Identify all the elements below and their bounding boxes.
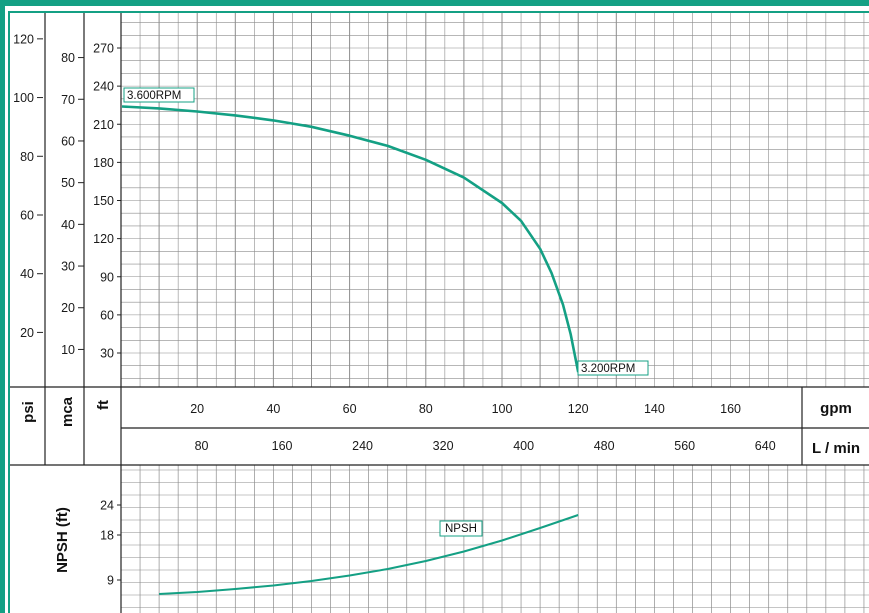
- ft-tick-label: 210: [93, 118, 114, 132]
- ft-tick-label: 90: [100, 270, 114, 284]
- ft-tick-label: 180: [93, 156, 114, 170]
- lmin-tick-label: 400: [513, 439, 534, 453]
- gpm-tick-label: 40: [266, 402, 280, 416]
- mca-tick-label: 20: [61, 301, 75, 315]
- npsh-tick-label: 9: [107, 574, 114, 588]
- ft-label: ft: [95, 400, 112, 410]
- npsh-tick-label: 24: [100, 499, 114, 513]
- psi-tick-label: 120: [13, 32, 34, 46]
- ft-tick-label: 60: [100, 308, 114, 322]
- lmin-tick-label: 480: [594, 439, 615, 453]
- gpm-tick-label: 160: [720, 402, 741, 416]
- mca-tick-label: 70: [61, 93, 75, 107]
- lmin-tick-label: 640: [755, 439, 776, 453]
- mca-tick-label: 30: [61, 260, 75, 274]
- frame-inner-top: [8, 11, 869, 13]
- lmin-label: L / min: [812, 440, 860, 457]
- psi-tick-label: 80: [20, 150, 34, 164]
- npsh-legend-callout: NPSH: [439, 520, 483, 537]
- panel-dividers: [10, 13, 869, 613]
- lmin-tick-label: 160: [272, 439, 293, 453]
- ft-tick-label: 150: [93, 194, 114, 208]
- lmin-tick-label: 240: [352, 439, 373, 453]
- psi-tick-label: 100: [13, 91, 34, 105]
- mca-label: mca: [59, 396, 76, 427]
- npsh-tick-label: 18: [100, 529, 114, 543]
- gpm-axis: 20 40 60 80 100 120 140 160: [190, 402, 741, 416]
- frame-top-bar: [0, 0, 869, 6]
- head-curve-series: [121, 105, 580, 373]
- ft-tick-label: 270: [93, 42, 114, 56]
- mca-tick-label: 10: [61, 343, 75, 357]
- upper-grid: [120, 13, 869, 387]
- gpm-tick-label: 60: [343, 402, 357, 416]
- frame-left-bar: [0, 0, 5, 613]
- gpm-tick-label: 140: [644, 402, 665, 416]
- psi-tick-label: 40: [20, 267, 34, 281]
- npsh-series-label: NPSH: [445, 523, 477, 535]
- rpm-3200-label: 3.200RPM: [581, 363, 635, 375]
- mca-tick-label: 50: [61, 176, 75, 190]
- lower-grid: [120, 465, 869, 613]
- psi-axis: 20 40 60 80 100 120: [13, 32, 43, 340]
- mca-tick-label: 80: [61, 51, 75, 65]
- psi-label: psi: [20, 401, 37, 423]
- frame-inner-left: [8, 11, 10, 613]
- psi-tick-label: 60: [20, 208, 34, 222]
- gpm-tick-label: 120: [568, 402, 589, 416]
- npsh-axis: 9 18 24: [100, 499, 121, 588]
- mca-tick-label: 60: [61, 134, 75, 148]
- rpm-3600-label: 3.600RPM: [127, 90, 181, 102]
- ft-tick-label: 30: [100, 347, 114, 361]
- psi-tick-label: 20: [20, 326, 34, 340]
- lmin-axis: 80 160 240 320 400 480 560 640: [195, 439, 776, 453]
- npsh-label: NPSH (ft): [54, 507, 71, 573]
- gpm-tick-label: 100: [492, 402, 513, 416]
- gpm-tick-label: 20: [190, 402, 204, 416]
- npsh-curve-series: [159, 514, 579, 595]
- rpm-3600-callout: 3.600RPM: [123, 87, 195, 103]
- rpm-3200-callout: 3.200RPM: [577, 360, 649, 376]
- mca-axis: 10 20 30 40 50 60 70 80: [61, 51, 84, 357]
- ft-axis: 30 60 90 120 150 180 210 240 270: [93, 42, 121, 361]
- lmin-tick-label: 560: [674, 439, 695, 453]
- gpm-tick-label: 80: [419, 402, 433, 416]
- mca-tick-label: 40: [61, 218, 75, 232]
- lmin-tick-label: 320: [433, 439, 454, 453]
- ft-tick-label: 240: [93, 80, 114, 94]
- gpm-label: gpm: [820, 400, 852, 417]
- ft-tick-label: 120: [93, 232, 114, 246]
- lmin-tick-label: 80: [195, 439, 209, 453]
